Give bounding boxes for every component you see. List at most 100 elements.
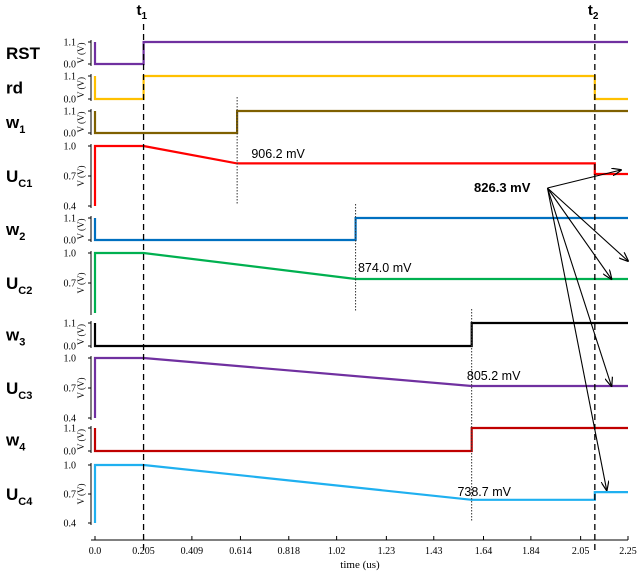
signal-name: UC2 (6, 274, 32, 297)
y-tick-label: 0.7 (64, 279, 77, 290)
signal-name: UC3 (6, 379, 32, 402)
y-axis-label: V (V) (76, 111, 86, 132)
signal-trace (93, 144, 628, 206)
signal-name: RST (6, 44, 41, 63)
y-tick-label: 0.4 (64, 202, 77, 213)
marker-label: t1 (137, 2, 148, 22)
y-tick-label: 0.7 (64, 490, 77, 501)
signal-subscript: 4 (19, 442, 26, 454)
panel-rd: 1.1 0.0V (V) rd (6, 72, 628, 106)
y-tick-label: 1.1 (64, 38, 77, 49)
panel-w4: 1.1 0.0V (V) w4 (5, 424, 628, 458)
marker-label: t2 (588, 2, 599, 22)
annotation-arrow (546, 187, 606, 490)
signal-name: w4 (5, 431, 26, 454)
signal-subscript: C4 (18, 496, 33, 508)
y-axis-label: V (V) (76, 218, 86, 239)
y-tick-label: 1.1 (64, 72, 77, 83)
panel-rst: 1.1 0.0V (V) RST (6, 38, 628, 71)
y-axis-label: V (V) (76, 377, 86, 398)
value-annotation: 738.7 mV (457, 485, 511, 499)
y-tick-label: 0.7 (64, 172, 77, 183)
signal-subscript: C1 (18, 178, 32, 190)
panel-w3: 1.1 0.0V (V) w3 (5, 319, 628, 353)
signal-name: rd (6, 79, 23, 98)
y-tick-label: 0.4 (64, 414, 77, 425)
value-annotation: 805.2 mV (467, 369, 521, 383)
signal-name: UC1 (6, 167, 32, 190)
y-tick-label: 1.1 (64, 424, 77, 435)
panel-uc3: 1.0 0.7 0.4 V (V) UC3 (6, 354, 628, 425)
y-tick-label: 0.0 (64, 95, 77, 106)
annotation-arrow (546, 187, 611, 386)
x-axis-label: time (us) (340, 559, 380, 571)
panel-uc2: 1.0 0.7 V (V) UC2 (6, 249, 628, 315)
signal-name: w2 (5, 220, 25, 243)
signal-subscript: C2 (18, 285, 32, 297)
y-tick-label: 0.0 (64, 129, 77, 140)
y-tick-label: 0.0 (64, 236, 77, 247)
panel-w1: 1.1 0.0V (V) w1 (5, 107, 628, 140)
x-axis: time (us) 0.0 0.205 0.409 0.614 0.818 1.02 1.2… (89, 536, 637, 571)
signal-trace (93, 356, 628, 418)
x-tick-label: 0.0 (89, 546, 102, 557)
y-axis-label: V (V) (76, 324, 86, 345)
x-tick-label: 1.64 (475, 546, 493, 557)
marker-subscript: 1 (142, 11, 148, 22)
panel-uc4: 1.0 0.7 0.4 V (V) UC4 (6, 461, 628, 530)
y-tick-label: 1.1 (64, 319, 77, 330)
signal-subscript: C3 (18, 390, 32, 402)
value-annotation: 906.2 mV (251, 147, 305, 161)
panel-uc1: 1.0 0.7 0.4 V (V) UC1 (6, 142, 628, 213)
y-tick-label: 0.0 (64, 447, 77, 458)
y-axis-label: V (V) (76, 165, 86, 186)
signal-trace (93, 426, 628, 453)
time-markers: t1 t2 (137, 2, 599, 550)
signal-name: w3 (5, 326, 25, 349)
y-tick-label: 0.4 (64, 519, 77, 530)
y-tick-label: 0.0 (64, 60, 77, 71)
x-tick-label: 1.84 (522, 546, 540, 557)
annotation-arrow (547, 187, 628, 261)
x-tick-label: 0.205 (132, 546, 155, 557)
y-tick-label: 1.0 (64, 249, 77, 260)
x-tick-label: 0.409 (181, 546, 204, 557)
panel-w2: 1.1 0.0V (V) w2 (5, 214, 628, 247)
signal-trace (93, 321, 628, 348)
signal-trace (93, 463, 628, 523)
voltage-annotations: 906.2 mV 874.0 mV 805.2 mV 738.7 mV 826.3 mV (251, 147, 628, 499)
x-tick-label: 0.818 (278, 546, 301, 557)
y-tick-label: 0.0 (64, 342, 77, 353)
annotation-arrow (547, 187, 611, 279)
signal-name: UC4 (6, 485, 33, 508)
y-tick-label: 1.1 (64, 107, 77, 118)
y-axis-label: V (V) (76, 429, 86, 450)
value-annotation: 826.3 mV (474, 180, 531, 195)
y-axis-label: V (V) (76, 272, 86, 293)
signal-subscript: 3 (19, 337, 25, 349)
signal-trace (93, 109, 628, 135)
x-tick-label: 2.05 (572, 546, 590, 557)
y-tick-label: 1.1 (64, 214, 77, 225)
signal-trace (93, 40, 628, 66)
y-axis-label: V (V) (76, 77, 86, 98)
x-tick-label: 1.02 (328, 546, 346, 557)
x-tick-label: 1.43 (425, 546, 443, 557)
signal-trace (93, 251, 628, 313)
y-tick-label: 1.0 (64, 354, 77, 365)
signal-subscript: 2 (19, 231, 25, 243)
signal-trace (93, 74, 628, 101)
marker-subscript: 2 (593, 11, 599, 22)
x-tick-label: 1.23 (378, 546, 396, 557)
signal-name: w1 (5, 113, 25, 136)
signal-trace (93, 216, 628, 242)
y-axis-label: V (V) (76, 483, 86, 504)
x-tick-label: 2.25 (619, 546, 637, 557)
signal-subscript: 1 (19, 124, 25, 136)
y-tick-label: 0.7 (64, 384, 77, 395)
y-axis-label: V (V) (76, 42, 86, 63)
y-tick-label: 1.0 (64, 461, 77, 472)
value-annotation: 874.0 mV (358, 261, 412, 275)
